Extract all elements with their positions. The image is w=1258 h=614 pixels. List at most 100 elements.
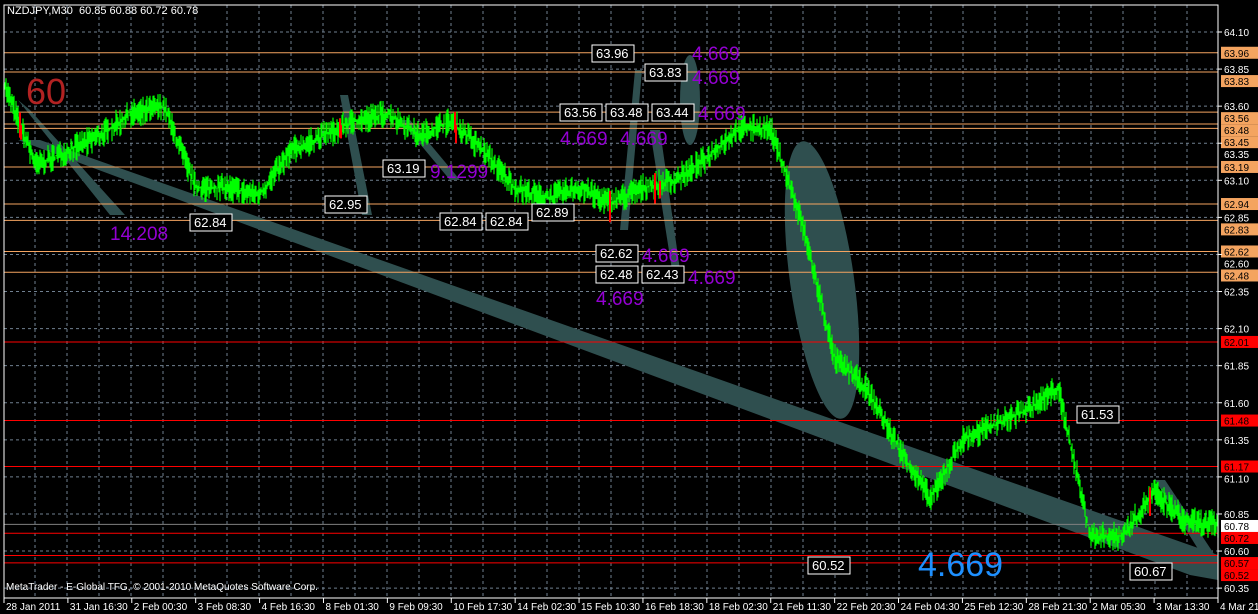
fan-line: [620, 70, 642, 230]
x-tick-label: 4 Feb 16:30: [262, 602, 316, 613]
resistance-level-tag-bg: [1221, 460, 1258, 473]
resistance-level-tag: 61.17: [1224, 463, 1249, 474]
support-level-tag: 62.48: [1224, 271, 1249, 282]
x-tick-label: 28 Jan 2011: [6, 602, 61, 613]
x-tick-label: 31 Jan 16:30: [70, 602, 128, 613]
support-level-tag: 63.48: [1224, 126, 1249, 137]
support-level-tag: 63.83: [1224, 77, 1249, 88]
x-tick-label: 25 Feb 12:30: [964, 602, 1023, 613]
price-label-box: [807, 556, 851, 575]
price-label: 62.48: [600, 267, 633, 282]
support-level-tag-bg: [1221, 198, 1258, 211]
x-tick-label: 24 Feb 04:30: [901, 602, 960, 613]
x-tick-label: 3 Mar 13:30: [1156, 602, 1210, 613]
support-level-tag-bg: [1221, 112, 1258, 125]
price-label-box: [591, 44, 635, 63]
price-label-box: [324, 195, 368, 214]
fib-ratio-label: 4.669: [560, 129, 608, 150]
chart-header: NZDJPY,M30 60.85 60.88 60.72 60.78: [7, 5, 199, 17]
price-label: 63.48: [610, 105, 643, 120]
current-price-tag-bg: [1221, 519, 1258, 532]
fib-ratio-label: 4.669: [620, 129, 668, 150]
support-level-tag-bg: [1221, 160, 1258, 173]
current-price-tag: 60.78: [1224, 522, 1249, 533]
price-label-box: [189, 213, 233, 232]
resistance-level-tag-bg: [1221, 569, 1258, 582]
fan-line: [650, 130, 680, 270]
y-tick-label: 64.10: [1224, 28, 1249, 39]
x-tick-label: 18 Feb 02:30: [709, 602, 768, 613]
y-tick-label: 61.60: [1224, 399, 1249, 410]
resistance-level-tag-bg: [1221, 531, 1258, 544]
y-tick-label: 63.85: [1224, 65, 1249, 76]
support-level-tag: 63.96: [1224, 49, 1249, 60]
big-cyan-label: 4.669: [918, 546, 1003, 584]
x-tick-label: 10 Feb 17:30: [453, 602, 512, 613]
y-tick-label: 62.85: [1224, 213, 1249, 224]
fib-ratio-label: 4.669: [692, 44, 740, 65]
support-level-tag-bg: [1221, 46, 1258, 59]
y-tick-label: 62.10: [1224, 325, 1249, 336]
x-tick-label: 28 Feb 21:30: [1028, 602, 1087, 613]
support-level-tag: 63.45: [1224, 138, 1249, 149]
copyright-text: MetaTrader - E-Global TFG, © 2001-2010 M…: [6, 582, 318, 593]
resistance-level-tag-bg: [1221, 557, 1258, 570]
price-label-box: [641, 265, 685, 284]
resistance-level-tag: 61.48: [1224, 417, 1249, 428]
price-label: 62.84: [444, 214, 477, 229]
y-tick-label: 62.60: [1224, 259, 1249, 270]
support-level-tag-bg: [1221, 124, 1258, 137]
x-tick-label: 16 Feb 18:30: [645, 602, 704, 613]
price-label: 60.52: [812, 558, 845, 573]
y-tick-label: 63.10: [1224, 176, 1249, 187]
price-label: 62.84: [194, 215, 227, 230]
price-label: 63.83: [649, 65, 682, 80]
y-tick-label: 61.85: [1224, 362, 1249, 373]
timeframe: M30: [51, 5, 73, 17]
support-level-tag-bg: [1221, 245, 1258, 258]
support-level-tag-bg: [1221, 223, 1258, 236]
x-tick-label: 2 Feb 00:30: [134, 602, 188, 613]
price-label: 63.96: [596, 46, 629, 61]
ohlc-values: 60.85 60.88 60.72 60.78: [78, 5, 199, 17]
support-level-tag-bg: [1221, 269, 1258, 282]
price-label-box: [439, 212, 483, 231]
price-label: 62.95: [329, 197, 362, 212]
y-tick-label: 60.60: [1224, 547, 1249, 558]
x-tick-label: 3 Feb 08:30: [198, 602, 252, 613]
fib-ratio-label: 4.669: [698, 104, 746, 125]
y-tick-label: 60.85: [1224, 510, 1249, 521]
x-tick-label: 22 Feb 20:30: [837, 602, 896, 613]
support-level-tag-bg: [1221, 136, 1258, 149]
x-tick-label: 15 Feb 10:30: [581, 602, 640, 613]
resistance-level-tag-bg: [1221, 414, 1258, 427]
resistance-level-tag: 60.52: [1224, 571, 1249, 582]
price-label: 62.62: [600, 246, 633, 261]
price-label-box: [485, 212, 529, 231]
price-label: 62.89: [536, 205, 569, 220]
ellipse-channel: [784, 141, 860, 419]
price-label: 61.53: [1081, 407, 1114, 422]
x-tick-label: 8 Feb 01:30: [325, 602, 379, 613]
chart-frame: [3, 4, 1219, 599]
support-level-tag: 63.56: [1224, 114, 1249, 125]
price-label-box: [651, 103, 695, 122]
y-tick-label: 63.35: [1224, 150, 1249, 161]
price-label: 63.44: [656, 105, 689, 120]
price-label-box: [559, 103, 603, 122]
support-level-tag: 62.62: [1224, 247, 1249, 258]
y-tick-label: 60.35: [1224, 584, 1249, 595]
fib-ratio-label: 14.208: [110, 224, 168, 245]
big-red-label: 60: [26, 71, 66, 112]
y-tick-label: 61.10: [1224, 475, 1249, 486]
price-label: 63.56: [564, 105, 597, 120]
support-level-tag-bg: [1221, 75, 1258, 88]
resistance-level-tag: 60.57: [1224, 559, 1249, 570]
price-label: 60.67: [1134, 564, 1167, 579]
resistance-level-tag: 62.01: [1224, 338, 1249, 349]
fib-ratio-label: 9.1299: [430, 162, 488, 183]
price-label: 62.43: [646, 267, 679, 282]
y-tick-label: 63.60: [1224, 102, 1249, 113]
fib-ratio-label: 4.669: [642, 246, 690, 267]
